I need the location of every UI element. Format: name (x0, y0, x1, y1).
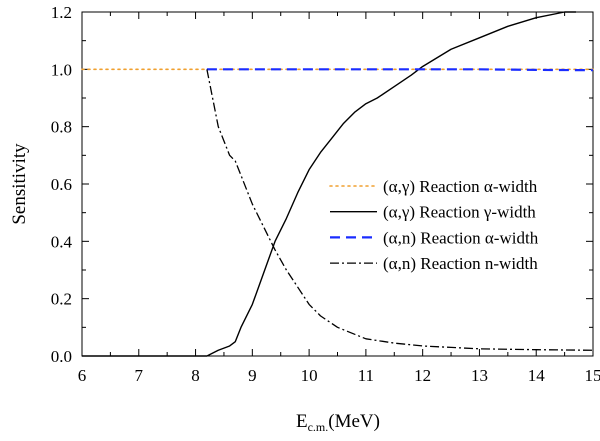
y-tick-label: 1.0 (51, 60, 72, 79)
series-line-3 (207, 69, 593, 70)
y-tick-label: 0.8 (51, 118, 72, 137)
legend-label-3: (α,n) Reaction α-width (383, 228, 539, 247)
x-axis-title-main: E (296, 411, 308, 432)
y-axis-title: Sensitivity (9, 143, 30, 225)
x-tick-label: 9 (248, 366, 257, 385)
x-tick-label: 8 (191, 366, 200, 385)
x-tick-label: 7 (135, 366, 144, 385)
y-tick-label: 0.6 (51, 175, 72, 194)
y-tick-label: 0.2 (51, 290, 72, 309)
legend-label-1: (α,γ) Reaction α-width (383, 177, 538, 196)
y-tick-label: 0.4 (51, 232, 73, 251)
legend-label-2: (α,γ) Reaction γ-width (383, 203, 536, 222)
x-tick-label: 6 (78, 366, 87, 385)
x-tick-label: 15 (585, 366, 600, 385)
x-axis-title-unit: (MeV) (328, 411, 380, 432)
x-tick-label: 14 (528, 366, 546, 385)
y-tick-label: 0.0 (51, 347, 72, 366)
x-tick-label: 11 (358, 366, 374, 385)
x-tick-label: 10 (301, 366, 318, 385)
x-axis-title: Ec.m.(MeV) (296, 411, 380, 434)
x-tick-label: 12 (414, 366, 431, 385)
x-axis-title-subscript: c.m. (308, 420, 329, 434)
x-tick-label: 13 (471, 366, 488, 385)
legend: (α,γ) Reaction α-width (α,γ) Reaction γ-w… (330, 177, 539, 273)
legend-label-4: (α,n) Reaction n-width (383, 254, 538, 273)
y-tick-label: 1.2 (51, 3, 72, 22)
